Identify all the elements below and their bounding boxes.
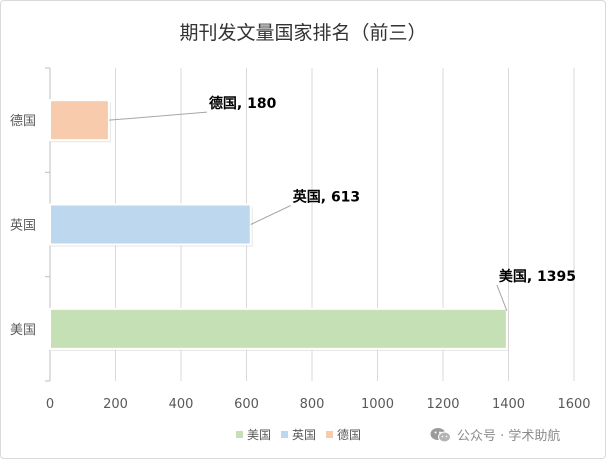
watermark: 公众号 · 学术助航 bbox=[430, 425, 560, 444]
bar-1 bbox=[49, 203, 252, 246]
chart-title: 期刊发文量国家排名（前三） bbox=[179, 22, 427, 44]
data-label-leader bbox=[496, 284, 508, 312]
legend-label-uk: 英国 bbox=[292, 428, 317, 442]
x-tick-label: 800 bbox=[300, 397, 325, 412]
wechat-icon bbox=[430, 427, 451, 442]
legend-item-uk: 英国 bbox=[281, 426, 316, 443]
y-tick-label: 英国 bbox=[10, 219, 36, 234]
y-tick-label: 美国 bbox=[10, 323, 36, 338]
bar-2 bbox=[49, 307, 508, 350]
x-tick-label: 200 bbox=[103, 397, 128, 412]
x-tick-label: 1400 bbox=[492, 397, 525, 412]
x-tick-label: 1200 bbox=[426, 397, 459, 412]
bar-0 bbox=[49, 99, 110, 142]
legend-swatch-uk bbox=[281, 431, 289, 438]
x-tick-label: 0 bbox=[46, 397, 54, 412]
data-label: 美国, 1395 bbox=[499, 268, 576, 285]
legend-item-germany: 德国 bbox=[326, 426, 361, 443]
legend-item-usa: 美国 bbox=[236, 426, 271, 443]
x-tick-label: 1000 bbox=[361, 397, 394, 412]
data-label-leader bbox=[108, 111, 207, 121]
legend-label-germany: 德国 bbox=[337, 428, 362, 442]
data-label: 德国, 180 bbox=[209, 95, 277, 112]
y-tick-label: 德国 bbox=[10, 114, 36, 129]
legend-swatch-usa bbox=[236, 431, 243, 438]
x-tick-label: 1600 bbox=[557, 397, 590, 412]
data-label: 英国, 613 bbox=[292, 189, 360, 206]
x-tick-label: 400 bbox=[169, 397, 194, 412]
data-label-leader bbox=[250, 205, 291, 225]
watermark-text: 公众号 · 学术助航 bbox=[457, 429, 561, 444]
chart-legend: 美国 英国 德国 bbox=[236, 426, 361, 443]
legend-swatch-germany bbox=[326, 431, 334, 438]
legend-label-usa: 美国 bbox=[247, 428, 272, 442]
x-tick-label: 600 bbox=[234, 397, 259, 412]
